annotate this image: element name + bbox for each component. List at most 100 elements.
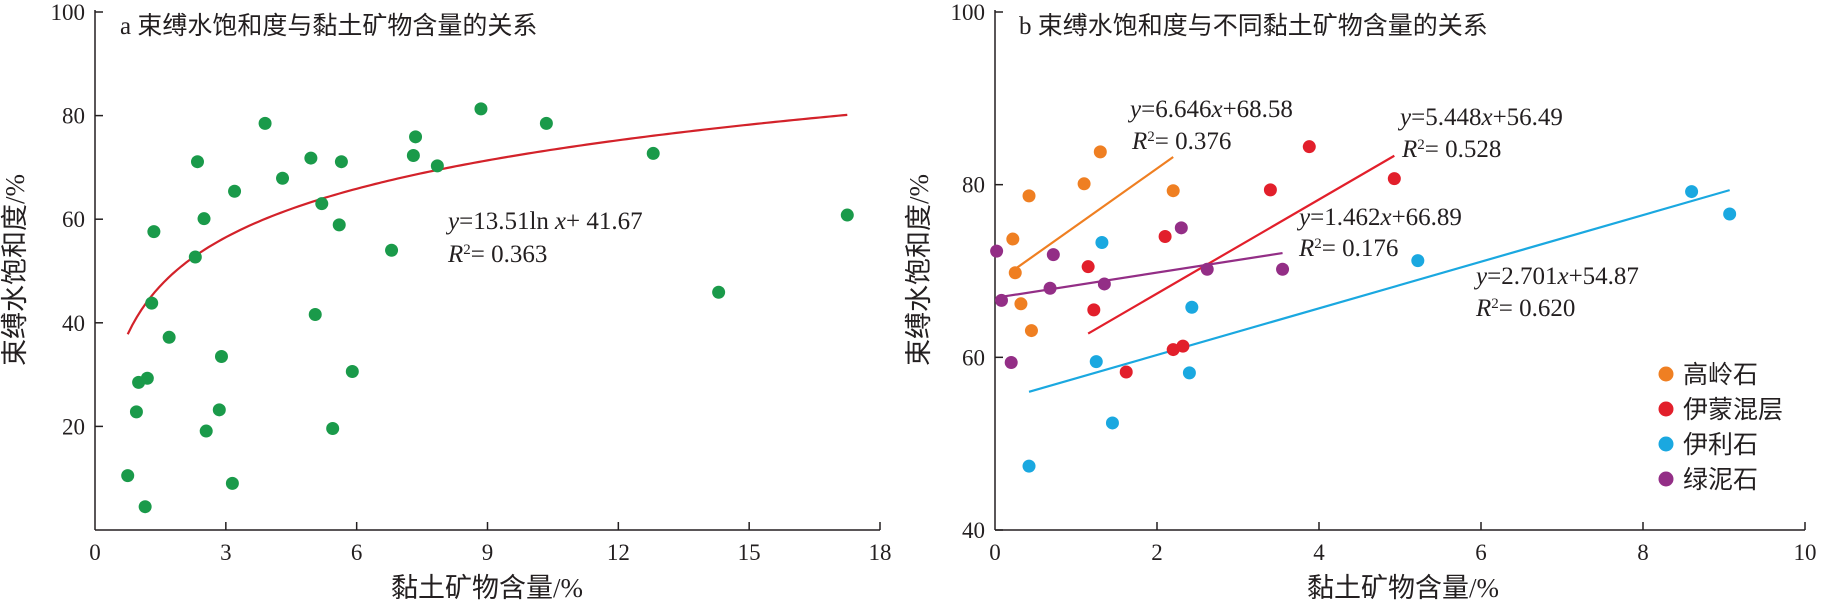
panel-b-data-point-series-4 — [1276, 262, 1290, 276]
panel-b-data-point-series-2 — [1119, 365, 1133, 379]
illite-smectite-fit-r2: R2= 0.528 — [1401, 136, 1501, 163]
panel-b-data-point-series-3 — [1022, 459, 1036, 473]
panel-a-data-point — [199, 424, 213, 438]
panel-a-data-point — [315, 197, 329, 211]
panel-b-x-tick-label: 6 — [1475, 540, 1487, 565]
legend-label-3: 伊利石 — [1683, 431, 1758, 459]
legend-label-4: 绿泥石 — [1683, 466, 1758, 494]
panel-b-x-tick-label: 8 — [1637, 540, 1649, 565]
panel-a-data-point — [276, 171, 290, 185]
panel-a-data-point — [474, 102, 488, 116]
panel-b-data-point-series-3 — [1411, 254, 1425, 268]
panel-b-y-tick-label: 80 — [962, 173, 985, 198]
panel-b-data-point-series-4 — [1043, 281, 1057, 295]
panel-a-x-tick-label: 12 — [607, 540, 630, 565]
panel-a-x-tick-label: 6 — [351, 540, 363, 565]
panel-b-data-point-series-4 — [1097, 277, 1111, 291]
panel-a-data-point — [406, 148, 420, 162]
panel-b-data-point-series-4 — [1174, 221, 1188, 235]
panel-a-x-tick-label: 9 — [482, 540, 494, 565]
panel-a-data-point — [228, 184, 242, 198]
panel-b-x-tick-label: 4 — [1313, 540, 1325, 565]
illite-fit-r2: R2= 0.620 — [1475, 295, 1575, 322]
panel-b-data-point-series-2 — [1302, 140, 1316, 154]
panel-b-y-tick-label: 40 — [962, 518, 985, 543]
legend-marker-1 — [1658, 366, 1674, 382]
panel-a-y-axis-label: 束缚水饱和度/% — [0, 174, 30, 366]
legend-label-1: 高岭石 — [1683, 361, 1758, 389]
panel-a-data-point — [258, 116, 272, 130]
panel-a-data-point — [225, 476, 239, 490]
panel-a-data-point — [304, 151, 318, 165]
panel-b-axes — [994, 10, 1805, 531]
panel-b-data-point-series-2 — [1176, 339, 1190, 353]
legend-marker-3 — [1658, 436, 1674, 452]
panel-b-data-point-series-4 — [990, 244, 1004, 258]
panel-a-y-tick-label: 100 — [51, 0, 86, 25]
panel-b-data-point-series-1 — [1006, 232, 1020, 246]
panel-a-y-tick-label: 40 — [62, 311, 85, 336]
panel-a-chart: a 束缚水饱和度与黏土矿物含量的关系 0 3 6 9 12 15 18 20 40 60 80 100… — [0, 0, 892, 603]
panel-b-data-point-series-2 — [1081, 260, 1095, 274]
panel-a-x-tick-label: 18 — [869, 540, 892, 565]
panel-a-data-point — [162, 330, 176, 344]
panel-b-data-point-series-1 — [1077, 177, 1091, 191]
panel-b-chart: b 束缚水饱和度与不同黏土矿物含量的关系 0 2 4 6 8 10 40 60 80 100 黏土… — [904, 0, 1817, 603]
panel-b-data-point-series-1 — [1166, 184, 1180, 198]
panel-b-fit-line-4 — [996, 251, 1283, 299]
panel-a-data-point — [332, 218, 346, 232]
panel-a-fit-r2: R2= 0.363 — [447, 241, 547, 268]
panel-a-fit-equation: y=13.51ln x+ 41.67 — [445, 208, 643, 235]
panel-a-y-tick-label: 20 — [62, 414, 85, 439]
panel-b-data-point-series-1 — [1008, 266, 1022, 280]
panel-a-y-tick-label: 80 — [62, 104, 85, 129]
chlorite-fit-r2: R2= 0.176 — [1298, 235, 1398, 262]
panel-b-fit-line-3 — [1028, 189, 1730, 393]
panel-b-y-tick-label: 100 — [951, 0, 986, 25]
panel-b-data-point-series-1 — [1022, 189, 1036, 203]
panel-b-points — [990, 140, 1737, 473]
panel-b-title: b 束缚水饱和度与不同黏土矿物含量的关系 — [1019, 12, 1488, 40]
panel-b-x-tick-label: 2 — [1151, 540, 1163, 565]
panel-b-y-axis-label: 束缚水饱和度/% — [904, 174, 934, 366]
panel-b-data-point-series-3 — [1095, 236, 1109, 250]
panel-a-data-point — [197, 212, 211, 226]
kaolinite-fit-r2: R2= 0.376 — [1131, 128, 1231, 155]
panel-b-data-point-series-4 — [1200, 262, 1214, 276]
legend-marker-2 — [1658, 401, 1674, 417]
illite-smectite-fit-equation: y=5.448x+56.49 — [1397, 104, 1563, 131]
panel-a-x-tick-label: 0 — [89, 540, 101, 565]
panel-a-data-point — [334, 155, 348, 169]
panel-b-fit-lines — [996, 154, 1730, 393]
panel-b-data-point-series-1 — [1014, 297, 1028, 311]
panel-b-x-axis-label: 黏土矿物含量/% — [1307, 573, 1499, 603]
panel-a-data-point — [121, 469, 135, 483]
panel-b-data-point-series-2 — [1087, 303, 1101, 317]
panel-a-data-point — [188, 250, 202, 264]
panel-a-data-point — [145, 296, 159, 310]
panel-b-ticks: 0 2 4 6 8 10 40 60 80 100 — [951, 0, 1817, 565]
panel-a-data-point — [712, 285, 726, 299]
panel-a-data-point — [409, 130, 423, 144]
panel-a-data-point — [190, 155, 204, 169]
panel-b-data-point-series-4 — [1004, 356, 1018, 370]
panel-a-data-point — [308, 308, 322, 322]
panel-a-ticks: 0 3 6 9 12 15 18 20 40 60 80 100 — [51, 0, 892, 565]
panel-a-title: a 束缚水饱和度与黏土矿物含量的关系 — [120, 12, 537, 40]
panel-a-x-axis-label: 黏土矿物含量/% — [391, 573, 583, 603]
panel-a-log-fit-curve — [126, 113, 848, 335]
panel-b-data-point-series-2 — [1263, 183, 1277, 197]
illite-fit-equation: y=2.701x+54.87 — [1473, 263, 1639, 290]
panel-a-data-point — [140, 371, 154, 385]
panel-a-x-tick-label: 15 — [738, 540, 761, 565]
panel-a-data-point — [646, 146, 660, 160]
panel-a-y-tick-label: 60 — [62, 207, 85, 232]
panel-b-data-point-series-3 — [1182, 366, 1196, 380]
panel-a-data-point — [345, 364, 359, 378]
panel-b-data-point-series-3 — [1105, 416, 1119, 430]
panel-a-data-point — [147, 225, 161, 239]
panel-a-data-point — [430, 159, 444, 173]
chlorite-fit-equation: y=1.462x+66.89 — [1296, 204, 1462, 231]
panel-b-data-point-series-3 — [1185, 300, 1199, 314]
